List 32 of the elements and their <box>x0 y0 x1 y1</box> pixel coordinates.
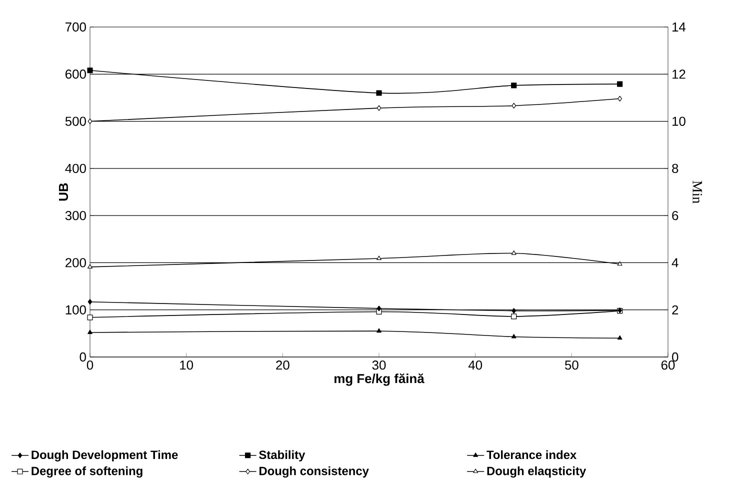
y-tick-label: 400 <box>65 164 86 174</box>
y2-tick-label: 12 <box>672 70 686 79</box>
legend-label: Tolerance index <box>486 450 577 460</box>
x-tick-label: 30 <box>372 360 386 370</box>
y2-axis-title: Min <box>692 180 702 204</box>
y-tick-label: 200 <box>66 258 86 268</box>
y-tick-label: 600 <box>66 70 86 79</box>
y2-tick-label: 4 <box>672 258 678 268</box>
x-tick-label: 60 <box>661 360 675 370</box>
x-tick-label: 50 <box>564 360 578 370</box>
legend-label: Dough elaqsticity <box>487 466 586 478</box>
legend-label: Degree of softening <box>32 466 142 478</box>
x-tick-label: 0 <box>86 360 94 370</box>
legend-label: Dough Development Time <box>32 450 178 462</box>
y-tick-label: 700 <box>66 22 86 32</box>
y-tick-label: 100 <box>66 305 86 314</box>
y2-tick-label: 2 <box>672 305 678 314</box>
x-tick-label: 10 <box>180 360 194 370</box>
y2-tick-label: 6 <box>672 210 678 220</box>
legend-label: Dough consistency <box>260 466 369 478</box>
y-tick-label: 500 <box>65 116 86 126</box>
y2-tick-label: 10 <box>672 116 686 126</box>
y2-tick-label: 0 <box>672 352 678 362</box>
y-tick-label: 300 <box>65 210 86 220</box>
y2-tick-label: 8 <box>672 164 678 174</box>
y2-tick-label: 14 <box>672 22 686 32</box>
y-tick-label: 0 <box>80 352 86 362</box>
legend-label: Stability <box>259 450 306 462</box>
y-axis-title: UB <box>59 183 68 201</box>
x-axis-title: mg Fe/kg făină <box>334 374 424 386</box>
x-tick-label: 40 <box>468 360 482 370</box>
x-tick-label: 20 <box>276 360 290 370</box>
